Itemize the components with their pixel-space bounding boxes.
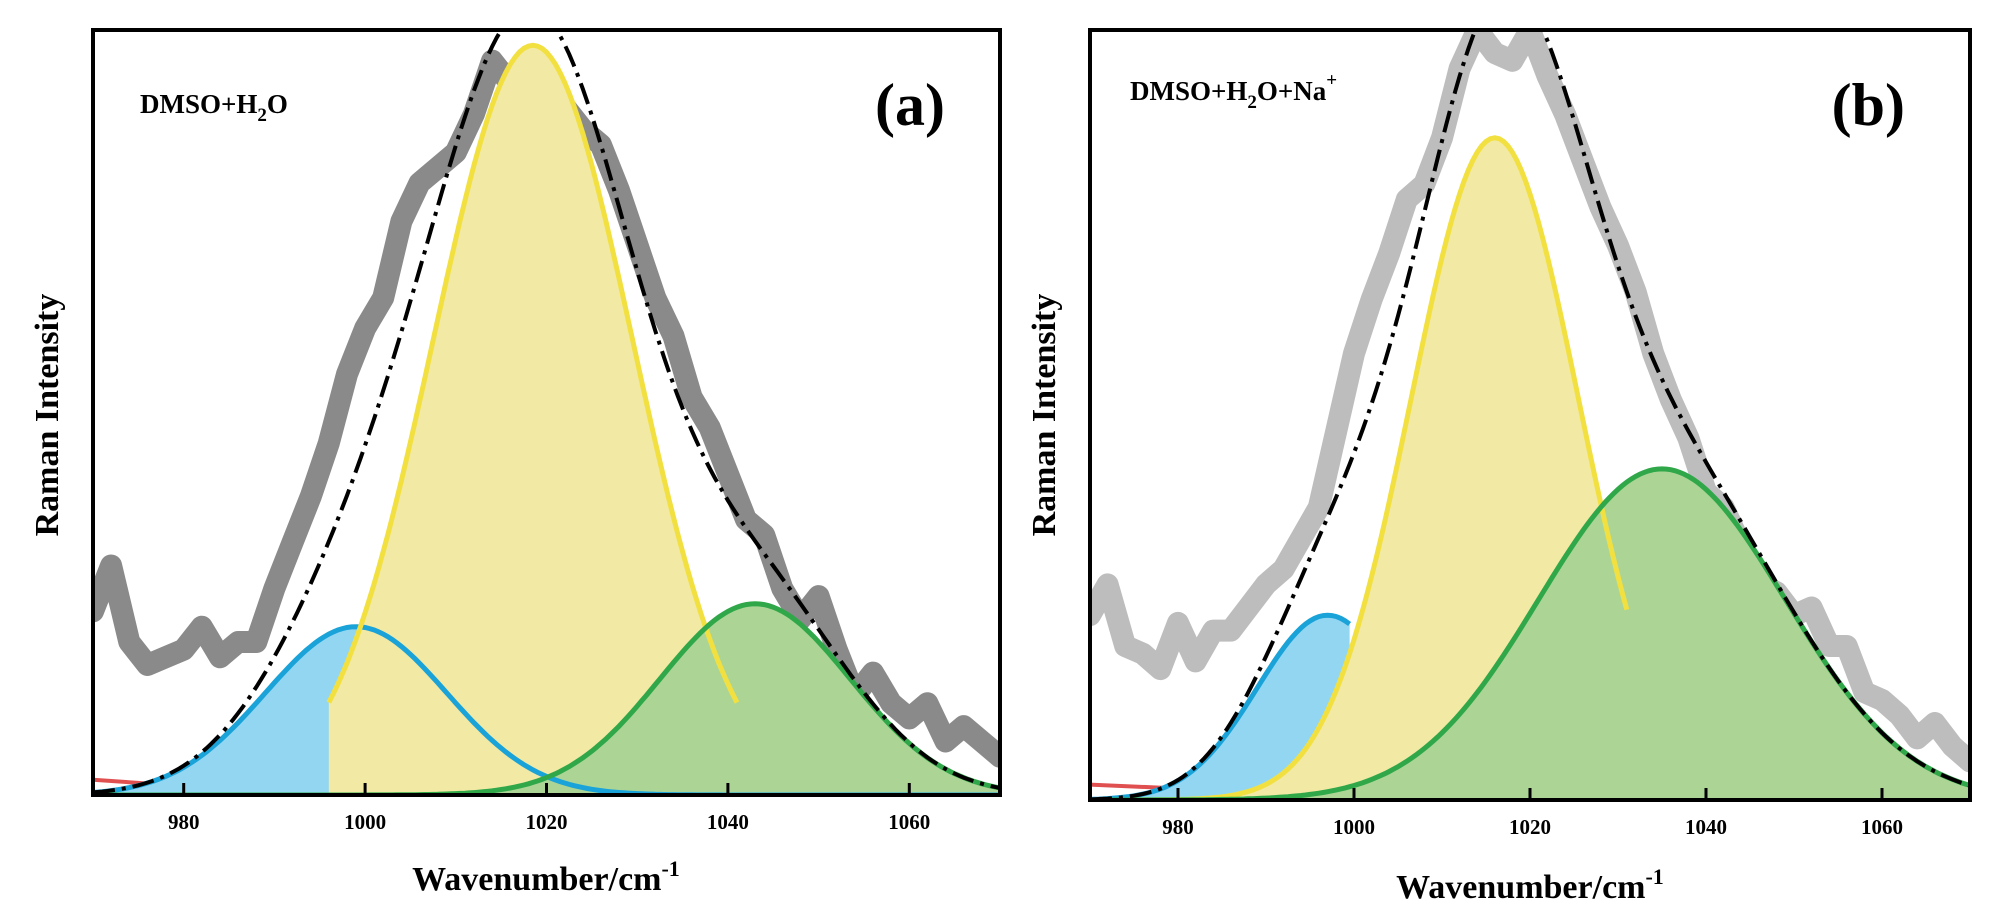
panel-b-x-tick-label-1000: 1000 <box>1333 815 1375 839</box>
panel-a: 980 1000 1020 1040 1060 (a) DMSO+H2O Wavenum… <box>29 28 1002 898</box>
panel-a-peak-3-fill <box>93 603 1000 795</box>
panel-a-x-axis-title: Wavenumber/cm-1 <box>412 856 680 898</box>
panel-a-peak-1-fill <box>93 626 1000 795</box>
panel-b-x-tick-label-1060: 1060 <box>1861 815 1903 839</box>
panel-b-peak-3-fill <box>1090 468 1970 800</box>
panel-b: 980 1000 1020 1040 1060 (b) DMSO+H2O+Na+ Wav… <box>1026 28 1972 906</box>
panel-b-y-axis-title: Raman Intensity <box>1026 294 1063 537</box>
panel-a-peak-2-fill <box>328 45 737 795</box>
panel-b-peak-2-fill <box>1090 137 1627 800</box>
panel-b-peak-1-fill <box>1090 615 1350 800</box>
panel-a-x-tick-label-1040: 1040 <box>707 810 749 834</box>
panel-b-x-tick-label-1020: 1020 <box>1509 815 1551 839</box>
panel-b-plot-area <box>1090 30 1970 800</box>
panel-a-peak-3-curve <box>93 601 1000 795</box>
panel-b-x-axis-title: Wavenumber/cm-1 <box>1396 864 1664 906</box>
panel-b-x-tick-label-980: 980 <box>1162 815 1194 839</box>
panel-a-plot-area <box>93 30 1000 795</box>
panel-b-raw-spectrum <box>1090 30 1970 773</box>
panel-a-peak-2-curve <box>326 42 740 704</box>
panel-a-x-tick-label-1000: 1000 <box>344 810 386 834</box>
panel-a-label: (a) <box>875 72 945 138</box>
panel-b-x-tick-label-1040: 1040 <box>1685 815 1727 839</box>
panel-a-x-tick-label-1020: 1020 <box>526 810 568 834</box>
panel-a-x-tick-label-1060: 1060 <box>888 810 930 834</box>
panel-a-baseline <box>93 777 148 786</box>
panel-b-x-ticks: 980 1000 1020 1040 1060 <box>1162 788 1903 839</box>
panel-a-x-tick-label-980: 980 <box>168 810 200 834</box>
panel-a-y-axis-title: Raman Intensity <box>29 294 66 537</box>
panel-a-cumulative-fit <box>93 30 1000 795</box>
panel-b-cumulative-fit <box>1090 30 1970 800</box>
panel-a-annotation: DMSO+H2O <box>140 89 288 126</box>
panel-a-x-ticks: 980 1000 1020 1040 1060 <box>168 783 930 834</box>
panel-b-label: (b) <box>1832 72 1905 138</box>
panel-b-annotation: DMSO+H2O+Na+ <box>1130 70 1337 113</box>
